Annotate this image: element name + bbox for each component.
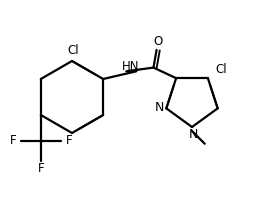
- Text: Cl: Cl: [67, 43, 79, 57]
- Text: F: F: [9, 135, 16, 147]
- Text: F: F: [66, 135, 72, 147]
- Text: HN: HN: [122, 60, 139, 73]
- Text: F: F: [38, 163, 44, 175]
- Text: Cl: Cl: [215, 63, 227, 76]
- Text: N: N: [188, 127, 198, 140]
- Text: N: N: [155, 101, 164, 114]
- Text: O: O: [153, 35, 162, 48]
